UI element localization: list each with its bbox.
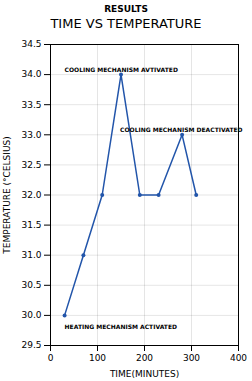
svg-text:0: 0 (48, 353, 54, 363)
svg-text:100: 100 (89, 353, 106, 363)
svg-text:200: 200 (136, 353, 153, 363)
svg-text:33.5: 33.5 (21, 100, 41, 110)
svg-text:COOLING MECHANISM DEACTIVATED: COOLING MECHANISM DEACTIVATED (120, 126, 243, 133)
svg-text:31.5: 31.5 (21, 220, 41, 230)
svg-text:30.5: 30.5 (21, 280, 41, 290)
svg-text:32.0: 32.0 (21, 190, 41, 200)
svg-text:COOLING MECHANISM AVTIVATED: COOLING MECHANISM AVTIVATED (65, 66, 178, 73)
html-text:RESULTS: RESULTS (104, 4, 148, 14)
svg-text:TEMPERATURE (°CELSIUS): TEMPERATURE (°CELSIUS) (2, 136, 12, 254)
svg-text:34.0: 34.0 (21, 69, 41, 79)
svg-text:TIME(MINUTES): TIME(MINUTES) (109, 369, 179, 379)
svg-text:29.5: 29.5 (21, 340, 41, 350)
svg-text:32.5: 32.5 (21, 160, 41, 170)
svg-text:34.5: 34.5 (21, 39, 41, 49)
svg-text:300: 300 (183, 353, 200, 363)
html-text:TIME VS TEMPERATURE: TIME VS TEMPERATURE (50, 16, 202, 31)
svg-text:31.0: 31.0 (21, 250, 41, 260)
svg-text:33.0: 33.0 (21, 130, 41, 140)
svg-text:30.0: 30.0 (21, 310, 41, 320)
svg-text:400: 400 (230, 353, 247, 363)
svg-text:HEATING MECHANISM ACTIVATED: HEATING MECHANISM ACTIVATED (65, 323, 177, 330)
